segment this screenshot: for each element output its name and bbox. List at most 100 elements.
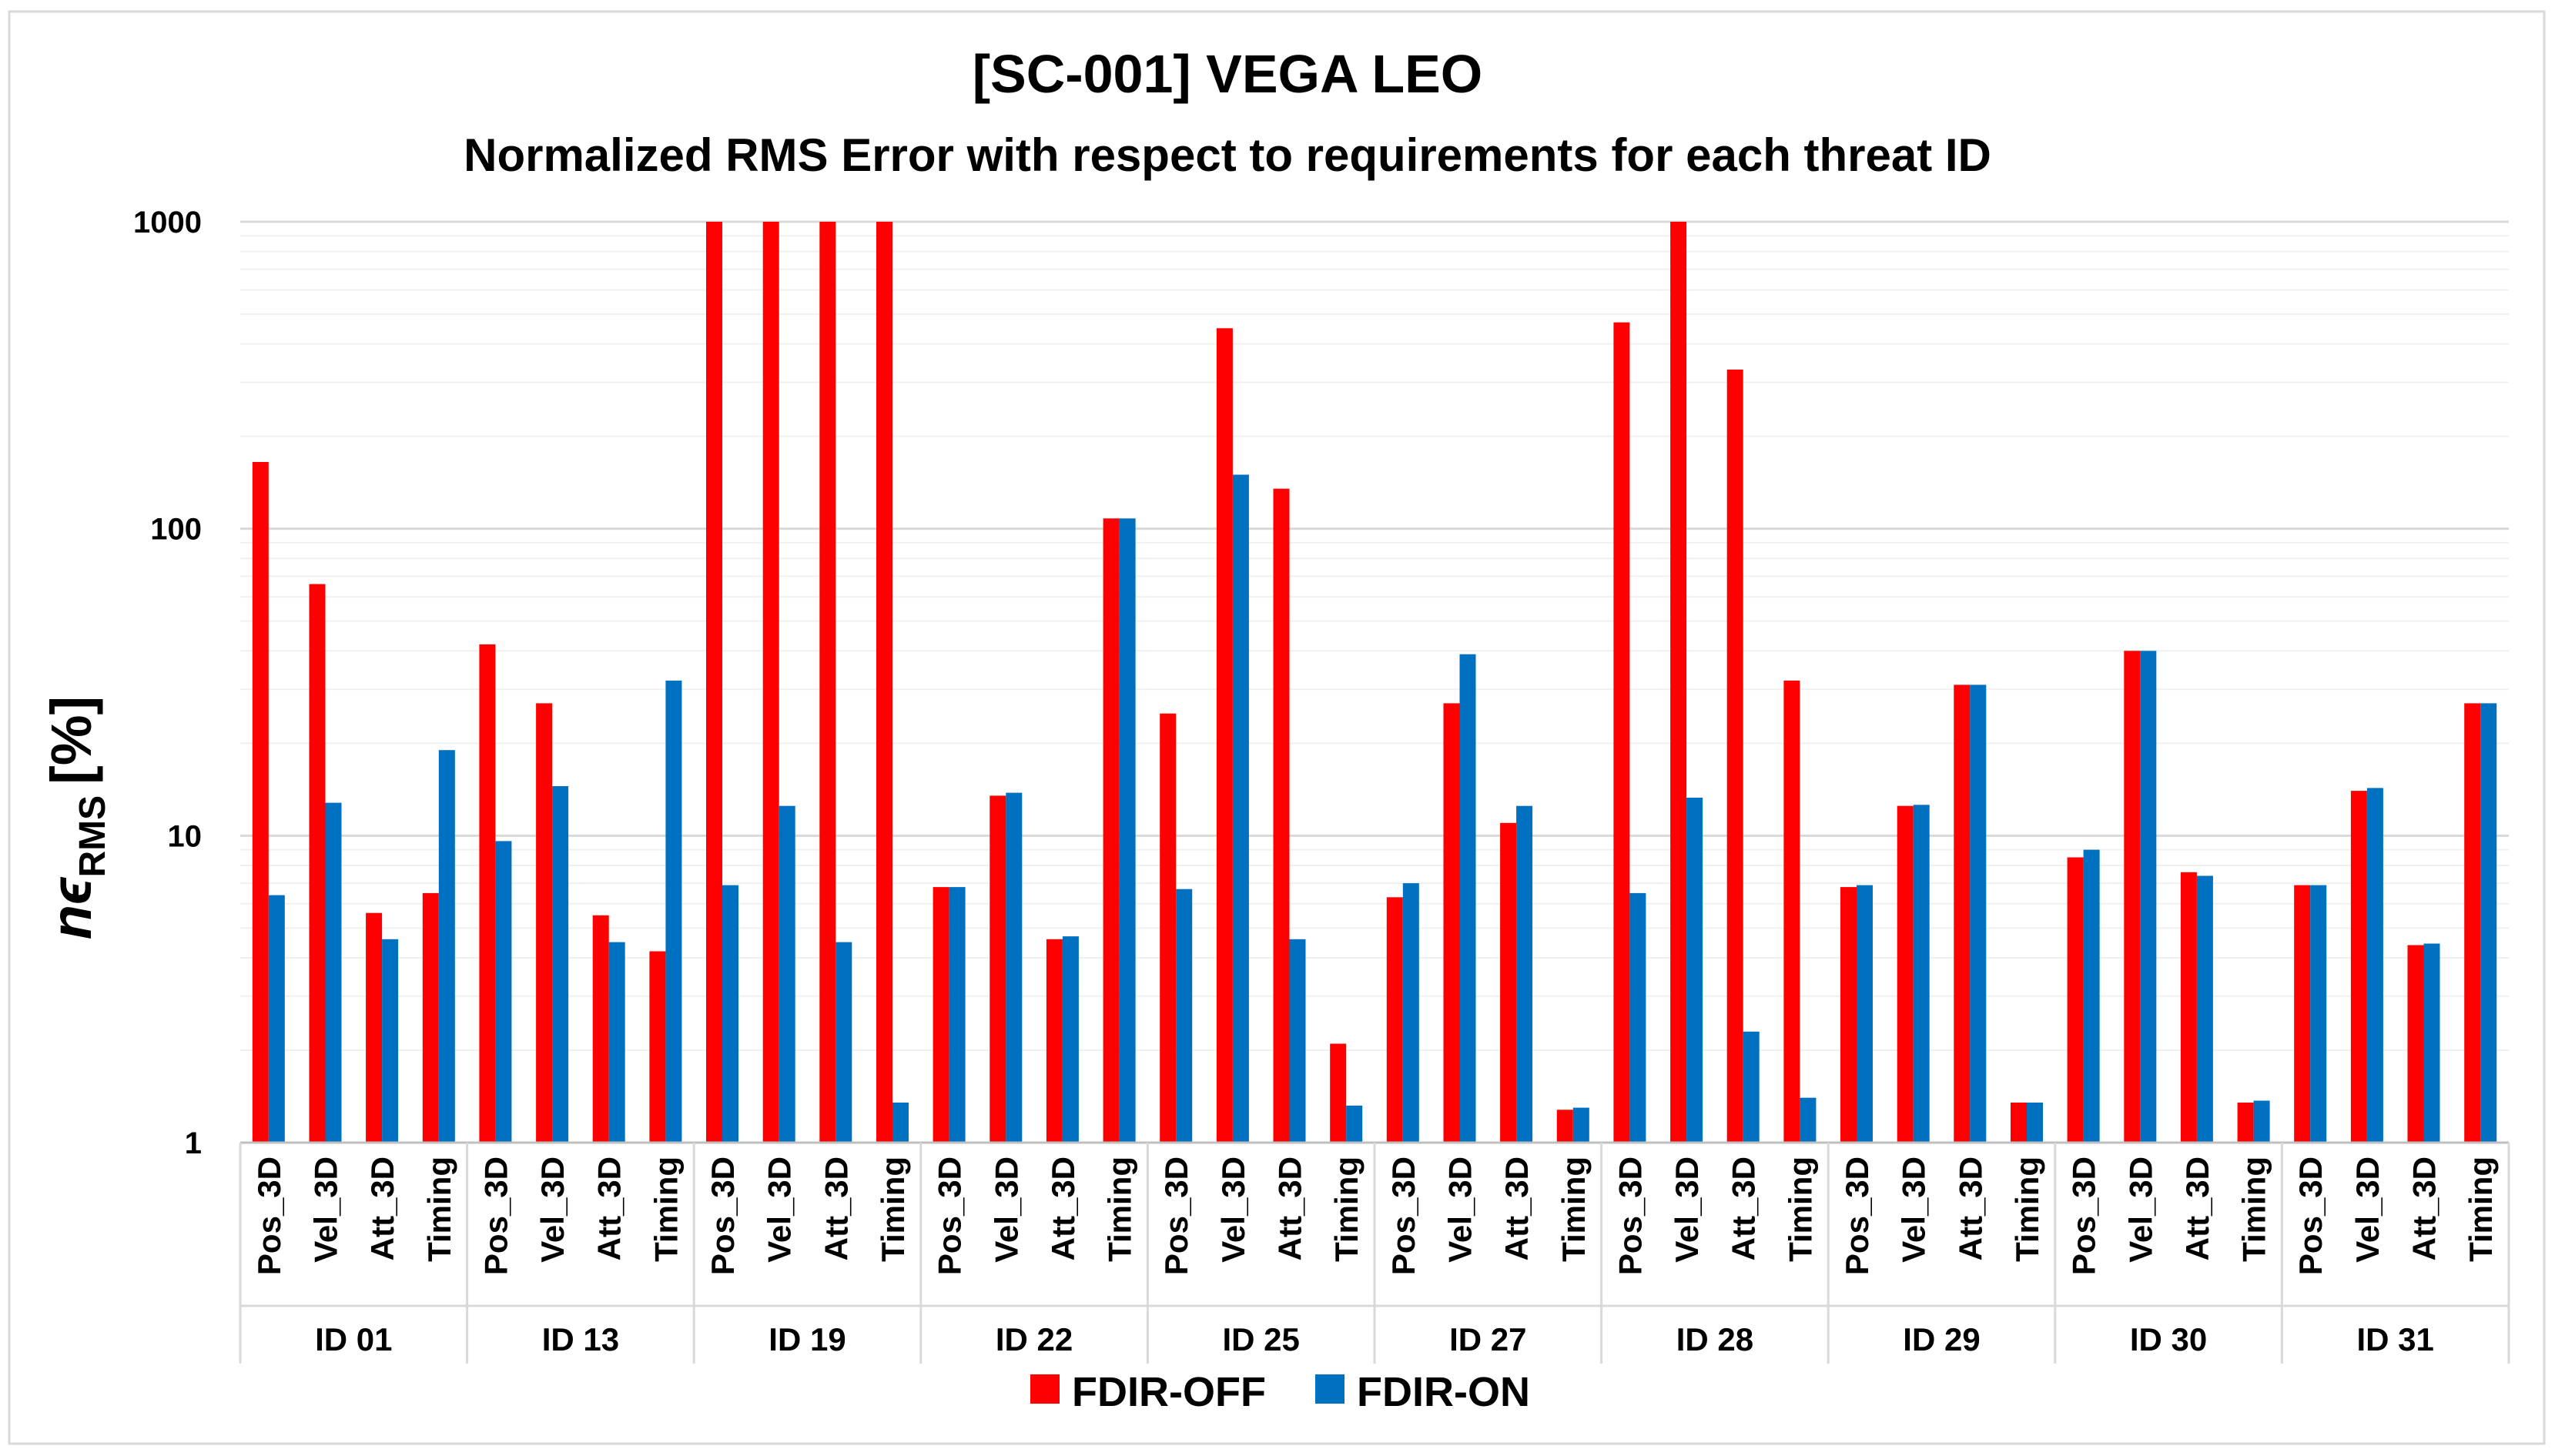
legend-label-fdir-off: FDIR-OFF	[1072, 1369, 1266, 1415]
x-tick-label: Vel_3D	[308, 1156, 344, 1263]
bar-fdir-off	[1160, 713, 1177, 1143]
x-tick-label: Timing	[1328, 1156, 1365, 1262]
group-label: ID 31	[2357, 1321, 2434, 1357]
bar-fdir-on	[608, 942, 625, 1143]
x-tick-label: Att_3D	[591, 1156, 628, 1260]
bar-fdir-on	[1800, 1097, 1817, 1143]
x-tick-label: Vel_3D	[1669, 1156, 1705, 1263]
bar-fdir-on	[438, 750, 455, 1143]
bar-fdir-off	[1670, 222, 1687, 1143]
bar-fdir-on	[1062, 936, 1079, 1143]
bar-fdir-off	[1613, 322, 1630, 1143]
y-tick-label: 1	[185, 1126, 202, 1160]
group-label: ID 28	[1676, 1321, 1753, 1357]
x-tick-label: Att_3D	[364, 1156, 400, 1260]
group-label: ID 19	[769, 1321, 846, 1357]
y-axis-label: nϵRMS [%]	[39, 696, 113, 939]
bar-fdir-on	[325, 802, 342, 1143]
bar-fdir-on	[2310, 885, 2327, 1143]
chart-subtitle: Normalized RMS Error with respect to req…	[464, 129, 1991, 181]
bar-fdir-on	[2423, 943, 2440, 1143]
bar-fdir-on	[1516, 805, 1533, 1143]
bar-fdir-on	[552, 786, 569, 1143]
x-tick-label: Timing	[1102, 1156, 1138, 1262]
legend: FDIR-OFF FDIR-ON	[1030, 1369, 1530, 1415]
bar-fdir-on	[892, 1103, 909, 1143]
y-tick-label: 10	[168, 819, 203, 853]
bar-fdir-on	[1629, 892, 1646, 1143]
group-label: ID 13	[542, 1321, 619, 1357]
group-label: ID 27	[1449, 1321, 1526, 1357]
x-tick-label: Pos_3D	[1612, 1156, 1648, 1275]
x-tick-label: Att_3D	[2406, 1156, 2443, 1260]
x-tick-label: Vel_3D	[1896, 1156, 1932, 1263]
chart-border	[8, 10, 2546, 1445]
group-label: ID 01	[315, 1321, 392, 1357]
x-tick-label: Att_3D	[1726, 1156, 1762, 1260]
bar-fdir-on	[2366, 788, 2383, 1143]
bar-fdir-on	[1913, 805, 1930, 1143]
bar-fdir-on	[382, 939, 399, 1143]
bar-fdir-on	[2480, 703, 2497, 1143]
x-tick-label: Att_3D	[2179, 1156, 2215, 1260]
y-tick-label: 100	[150, 513, 202, 547]
bar-fdir-on	[1743, 1031, 1760, 1143]
x-tick-label: Vel_3D	[1215, 1156, 1251, 1263]
x-tick-label: Pos_3D	[2066, 1156, 2102, 1275]
bar-fdir-off	[1386, 897, 1403, 1143]
bar-fdir-on	[1119, 518, 1136, 1143]
bar-fdir-off	[933, 887, 949, 1143]
bar-fdir-off	[1103, 518, 1120, 1143]
bar-fdir-off	[2067, 857, 2084, 1143]
group-label: ID 29	[1903, 1321, 1980, 1357]
bar-fdir-on	[2196, 875, 2213, 1143]
y-axis-label-unit: [%]	[39, 696, 103, 785]
bar-fdir-on	[949, 887, 966, 1143]
bar-fdir-off	[649, 951, 666, 1143]
bar-fdir-on	[1459, 654, 1476, 1143]
y-tick-label: 1000	[133, 206, 202, 239]
bars	[252, 222, 2497, 1143]
bar-fdir-on	[268, 895, 285, 1143]
bar-fdir-off	[536, 703, 553, 1143]
bar-fdir-off	[2011, 1103, 2027, 1143]
x-tick-label: Vel_3D	[534, 1156, 571, 1263]
bar-fdir-off	[2180, 872, 2197, 1143]
legend-swatch-fdir-on	[1315, 1374, 1344, 1404]
x-tick-label: Pos_3D	[932, 1156, 968, 1275]
bar-fdir-on	[1402, 883, 1419, 1143]
bar-fdir-off	[592, 915, 609, 1143]
bar-fdir-on	[2083, 849, 2100, 1143]
x-tick-label: Pos_3D	[705, 1156, 741, 1275]
x-tick-label: Pos_3D	[1158, 1156, 1194, 1275]
bar-fdir-on	[722, 885, 738, 1143]
x-tick-label: Vel_3D	[2349, 1156, 2386, 1263]
bar-fdir-off	[309, 584, 326, 1143]
x-tick-label: Vel_3D	[762, 1156, 798, 1263]
bar-fdir-off	[1443, 703, 1460, 1143]
x-tick-label: Timing	[1555, 1156, 1592, 1262]
bar-fdir-on	[2027, 1103, 2043, 1143]
bar-fdir-off	[2294, 885, 2311, 1143]
x-tick-label: Timing	[1782, 1156, 1818, 1262]
bar-fdir-off	[1216, 328, 1233, 1143]
x-tick-label: Att_3D	[1499, 1156, 1535, 1260]
chart-title: [SC-001] VEGA LEO	[973, 44, 1483, 104]
x-tick-label: Timing	[421, 1156, 457, 1262]
bar-fdir-on	[835, 942, 852, 1143]
bar-fdir-off	[2407, 945, 2424, 1143]
bar-fdir-off	[479, 644, 496, 1143]
bar-fdir-off	[2350, 791, 2367, 1143]
bar-fdir-on	[1289, 939, 1306, 1143]
x-tick-label: Att_3D	[1272, 1156, 1308, 1260]
bar-fdir-off	[366, 912, 383, 1143]
bar-fdir-on	[2140, 651, 2157, 1143]
x-tick-label: Pos_3D	[2292, 1156, 2329, 1275]
legend-swatch-fdir-off	[1030, 1374, 1060, 1404]
bar-fdir-on	[1572, 1107, 1589, 1143]
bar-fdir-off	[1783, 680, 1800, 1143]
x-tick-label: Timing	[2236, 1156, 2272, 1262]
x-tick-label: Pos_3D	[1839, 1156, 1875, 1275]
x-tick-label: Vel_3D	[1442, 1156, 1478, 1263]
